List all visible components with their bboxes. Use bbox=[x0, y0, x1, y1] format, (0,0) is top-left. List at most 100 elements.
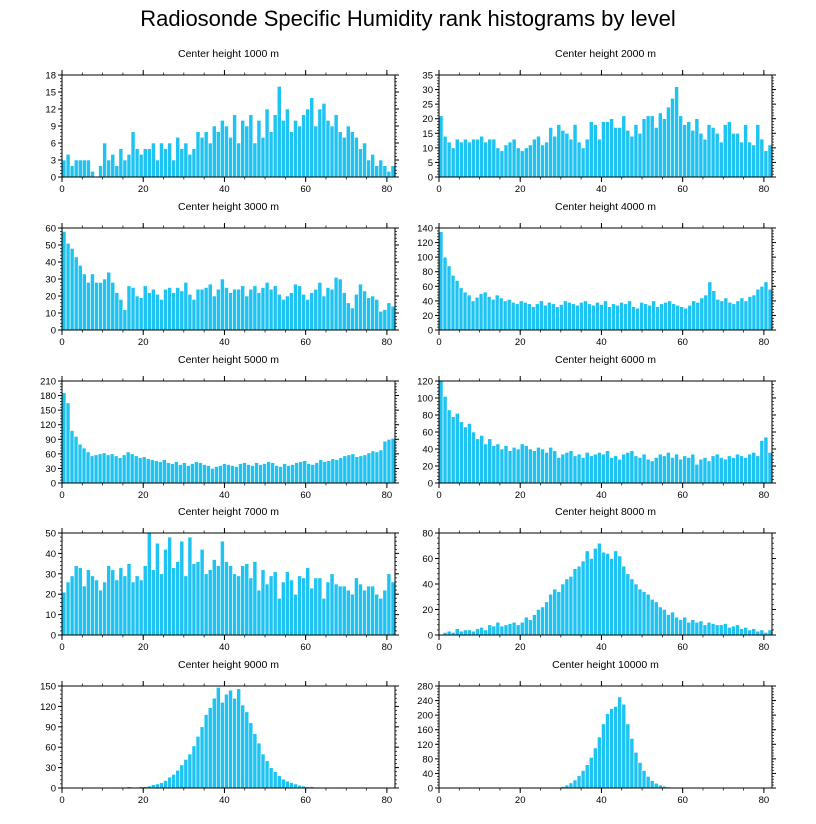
histogram-bar bbox=[179, 148, 185, 178]
histogram-bar bbox=[571, 303, 576, 331]
histogram-bar bbox=[722, 124, 728, 178]
panel-title: Center height 6000 m bbox=[555, 354, 656, 366]
histogram-bar bbox=[454, 412, 460, 484]
histogram-bar bbox=[85, 451, 91, 484]
histogram-bar bbox=[601, 453, 606, 484]
histogram-bar bbox=[694, 463, 700, 484]
histogram-bar bbox=[203, 131, 209, 178]
histogram-panel-10: Center height 10000 m0408012016020024028… bbox=[417, 659, 776, 806]
histogram-bar bbox=[309, 97, 315, 178]
histogram-bar bbox=[649, 460, 655, 484]
histogram-bar bbox=[479, 435, 484, 484]
histogram-bar bbox=[714, 453, 720, 484]
histogram-bar bbox=[470, 300, 476, 331]
histogram-bar bbox=[621, 453, 627, 484]
y-tick-label: 280 bbox=[417, 682, 433, 693]
histogram-bar bbox=[65, 581, 71, 636]
x-tick-label: 0 bbox=[59, 795, 64, 806]
y-tick-label: 40 bbox=[45, 258, 56, 269]
histogram-bar bbox=[358, 148, 363, 178]
histogram-bar bbox=[182, 462, 187, 484]
histogram-bar bbox=[572, 124, 578, 178]
histogram-bar bbox=[252, 733, 258, 789]
histogram-bar bbox=[374, 451, 380, 484]
histogram-bar bbox=[366, 585, 371, 636]
y-tick-label: 90 bbox=[45, 435, 56, 446]
x-tick-label: 80 bbox=[759, 184, 770, 195]
y-tick-label: 0 bbox=[51, 326, 56, 337]
histogram-bar bbox=[167, 776, 172, 789]
histogram-bar bbox=[645, 776, 651, 789]
histogram-bar bbox=[244, 295, 250, 331]
histogram-bar bbox=[254, 462, 259, 484]
histogram-bar bbox=[77, 265, 83, 331]
histogram-bar bbox=[313, 125, 319, 178]
histogram-bar bbox=[534, 303, 540, 331]
histogram-bar bbox=[175, 287, 181, 331]
histogram-bar bbox=[126, 154, 132, 178]
histogram-bar bbox=[199, 288, 205, 331]
histogram-bar bbox=[248, 288, 254, 331]
histogram-bar bbox=[240, 120, 246, 178]
histogram-bar bbox=[358, 583, 363, 636]
histogram-bar bbox=[714, 624, 720, 636]
histogram-bar bbox=[113, 455, 119, 484]
histogram-bar bbox=[337, 278, 343, 331]
histogram-bar bbox=[710, 623, 716, 636]
histogram-bar bbox=[195, 561, 201, 636]
histogram-bar bbox=[619, 302, 624, 331]
histogram-bar bbox=[159, 573, 164, 636]
histogram-bar bbox=[703, 294, 709, 331]
histogram-bar bbox=[564, 452, 570, 484]
histogram-bar bbox=[702, 457, 708, 484]
histogram-bar bbox=[467, 423, 472, 484]
histogram-bar bbox=[240, 565, 246, 636]
histogram-bar bbox=[305, 567, 311, 636]
y-tick-label: 100 bbox=[417, 394, 433, 405]
histogram-bar bbox=[285, 108, 290, 178]
histogram-bar bbox=[450, 416, 456, 484]
histogram-bar bbox=[491, 445, 497, 484]
histogram-bar bbox=[145, 458, 151, 484]
histogram-bar bbox=[272, 571, 278, 636]
histogram-bar bbox=[548, 446, 554, 484]
histogram-bar bbox=[605, 121, 610, 178]
y-tick-label: 40 bbox=[422, 445, 433, 456]
histogram-bar bbox=[82, 273, 87, 331]
histogram-bar bbox=[635, 307, 640, 331]
histogram-bar bbox=[65, 402, 71, 484]
histogram-bar bbox=[114, 292, 120, 331]
histogram-bar bbox=[584, 764, 590, 789]
histogram-bar bbox=[446, 409, 452, 484]
histogram-bar bbox=[584, 452, 590, 484]
histogram-bar bbox=[138, 579, 144, 636]
y-tick-label: 40 bbox=[45, 549, 56, 560]
histogram-bar bbox=[487, 438, 493, 484]
histogram-bar bbox=[674, 86, 679, 178]
histogram-bar bbox=[609, 558, 614, 636]
y-tick-label: 150 bbox=[40, 406, 56, 417]
histogram-bar bbox=[588, 121, 594, 178]
histogram-bar bbox=[479, 135, 484, 178]
histogram-bar bbox=[641, 770, 647, 789]
histogram-bar bbox=[463, 138, 468, 178]
figure-title: Radiosonde Specific Humidity rank histog… bbox=[140, 6, 676, 31]
histogram-bar bbox=[601, 723, 606, 789]
histogram-bar bbox=[374, 299, 380, 331]
histogram-bar bbox=[767, 629, 773, 636]
histogram-bar bbox=[694, 118, 700, 178]
histogram-bar bbox=[495, 147, 501, 178]
histogram-bar bbox=[162, 459, 167, 484]
histogram-bar bbox=[649, 598, 655, 636]
plot-frame bbox=[438, 74, 773, 178]
panel-title: Center height 5000 m bbox=[178, 354, 279, 366]
y-tick-label: 6 bbox=[51, 139, 56, 150]
histogram-bar bbox=[310, 464, 316, 484]
histogram-bar bbox=[214, 466, 219, 484]
y-tick-label: 0 bbox=[428, 631, 433, 642]
histogram-bar bbox=[747, 629, 752, 636]
histogram-bar bbox=[264, 760, 270, 789]
histogram-bar bbox=[187, 536, 193, 636]
histogram-panel-1: Center height 1000 m 0 3 6 9 12 15 18 0 20 40 60 80 bbox=[45, 48, 399, 195]
histogram-bar bbox=[345, 302, 351, 331]
